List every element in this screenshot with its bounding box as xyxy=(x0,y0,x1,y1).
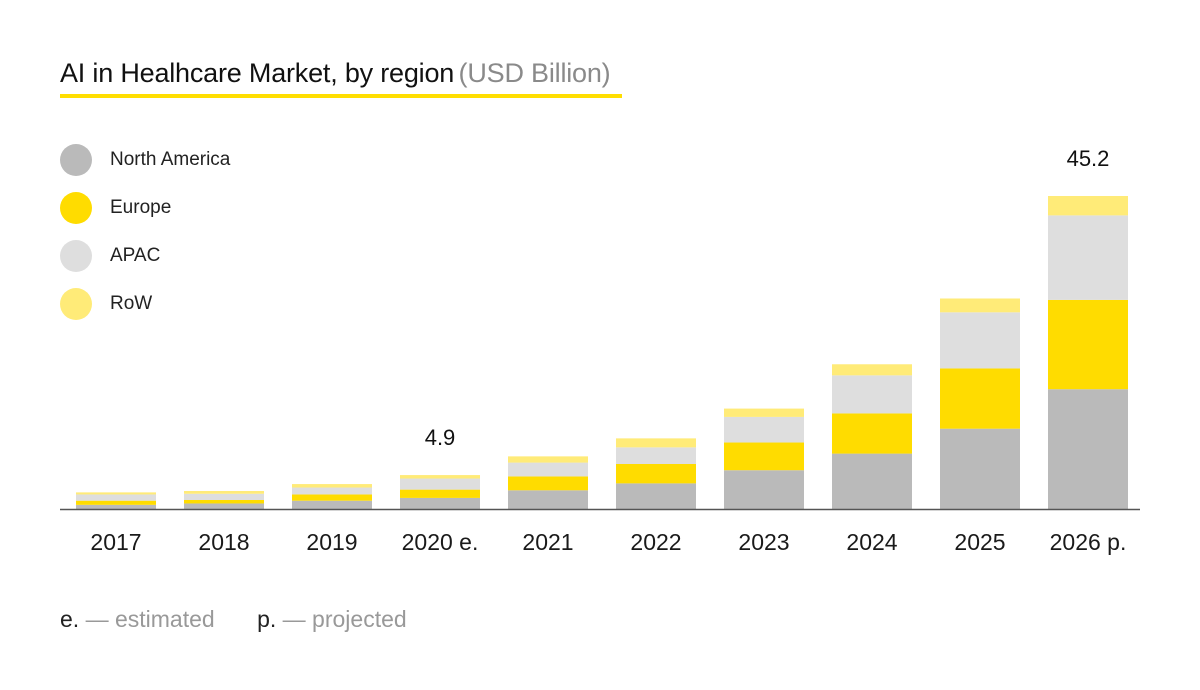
bar-segment-north-america-2019 xyxy=(292,500,372,509)
bar-segment-apac-2018 xyxy=(184,493,264,500)
x-tick-label-2019: 2019 xyxy=(306,529,357,555)
legend-label-north-america: North America xyxy=(110,149,231,170)
bar-segment-row-2022 xyxy=(616,438,696,448)
bar-segment-apac-2019 xyxy=(292,487,372,495)
bar-segment-apac-2022 xyxy=(616,447,696,464)
footnote-projected-key: p. xyxy=(257,606,277,632)
legend-swatch-apac xyxy=(60,240,92,272)
bar-segment-row-2025 xyxy=(940,298,1020,313)
x-tick-label-2021: 2021 xyxy=(522,529,573,555)
chart-title-unit: (USD Billion) xyxy=(458,58,611,88)
data-label-2020-e: 4.9 xyxy=(425,425,456,450)
bar-segment-row-2018 xyxy=(184,490,264,494)
bar-segment-europe-2023 xyxy=(724,442,804,471)
bar-segment-north-america-2023 xyxy=(724,470,804,509)
footnotes: e. — estimated p. — projected xyxy=(60,606,443,633)
bar-segment-row-2019 xyxy=(292,484,372,488)
bar-segment-apac-2024 xyxy=(832,375,912,414)
x-tick-label-2022: 2022 xyxy=(630,529,681,555)
x-tick-label-2023: 2023 xyxy=(738,529,789,555)
bar-segment-row-2024 xyxy=(832,364,912,376)
bar-segment-apac-2023 xyxy=(724,416,804,443)
x-tick-label-2024: 2024 xyxy=(846,529,897,555)
bar-segment-north-america-2026-p xyxy=(1048,389,1128,509)
bar-segment-europe-2025 xyxy=(940,368,1020,429)
bar-segment-north-america-2022 xyxy=(616,483,696,509)
bar-segment-apac-2025 xyxy=(940,312,1020,369)
bar-segment-row-2026-p xyxy=(1048,196,1128,216)
bar-segment-north-america-2017 xyxy=(76,504,156,509)
x-tick-label-2020-e: 2020 e. xyxy=(402,529,479,555)
bar-segment-row-2017 xyxy=(76,492,156,495)
footnote-estimated: e. — estimated xyxy=(60,606,215,633)
legend-swatch-row xyxy=(60,288,92,320)
footnote-projected-text: — projected xyxy=(282,606,407,632)
bar-segment-europe-2019 xyxy=(292,494,372,501)
footnote-projected: p. — projected xyxy=(257,606,407,633)
bar-segment-europe-2020-e xyxy=(400,489,480,498)
x-tick-label-2025: 2025 xyxy=(954,529,1005,555)
bar-segment-north-america-2024 xyxy=(832,453,912,509)
bar-segment-row-2020-e xyxy=(400,475,480,479)
bar-segment-apac-2017 xyxy=(76,494,156,501)
legend-label-apac: APAC xyxy=(110,245,161,266)
x-tick-label-2017: 2017 xyxy=(90,529,141,555)
data-label-2026-p: 45.2 xyxy=(1067,146,1110,171)
bar-segment-europe-2026-p xyxy=(1048,299,1128,390)
bar-segment-europe-2022 xyxy=(616,463,696,484)
title-underline xyxy=(60,94,622,98)
bar-segment-north-america-2025 xyxy=(940,428,1020,509)
legend-label-row: RoW xyxy=(110,293,153,314)
chart-title: AI in Healhcare Market, by region (USD B… xyxy=(60,58,611,89)
bar-segment-europe-2018 xyxy=(184,499,264,504)
bar-segment-europe-2021 xyxy=(508,476,588,491)
bar-segment-apac-2021 xyxy=(508,462,588,477)
bar-segment-row-2023 xyxy=(724,408,804,417)
footnote-estimated-text: — estimated xyxy=(85,606,215,632)
bar-segment-north-america-2021 xyxy=(508,490,588,509)
footnote-estimated-key: e. xyxy=(60,606,80,632)
x-tick-label-2026-p: 2026 p. xyxy=(1050,529,1127,555)
bar-segment-europe-2017 xyxy=(76,500,156,505)
legend-swatch-europe xyxy=(60,192,92,224)
legend-swatch-north-america xyxy=(60,144,92,176)
legend-label-europe: Europe xyxy=(110,197,172,218)
bar-segment-row-2021 xyxy=(508,456,588,463)
x-tick-label-2018: 2018 xyxy=(198,529,249,555)
bar-segment-north-america-2018 xyxy=(184,503,264,509)
bar-segment-europe-2024 xyxy=(832,413,912,454)
bar-segment-apac-2020-e xyxy=(400,478,480,490)
bar-segment-north-america-2020-e xyxy=(400,497,480,509)
chart-title-main: AI in Healhcare Market, by region xyxy=(60,58,455,88)
bar-segment-apac-2026-p xyxy=(1048,215,1128,300)
